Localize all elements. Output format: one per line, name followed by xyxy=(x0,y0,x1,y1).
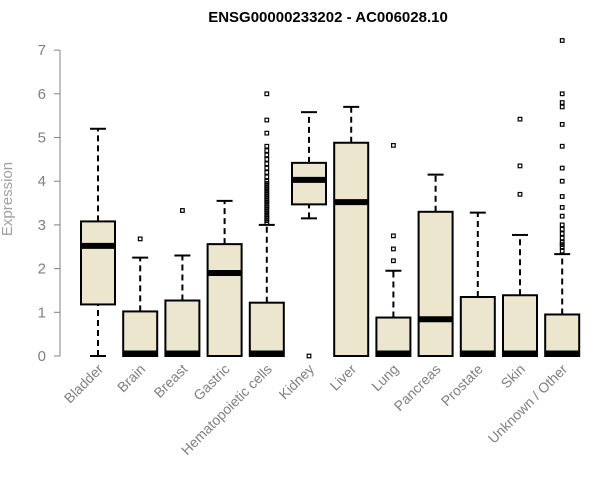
outlier-point xyxy=(559,38,565,43)
box-rect xyxy=(333,141,370,357)
outlier-point xyxy=(264,174,270,180)
box-hematopoietic-cells xyxy=(248,91,285,358)
box-rect xyxy=(502,294,538,358)
x-tick-label: Prostate xyxy=(438,361,486,409)
outlier-point xyxy=(559,239,565,245)
box-unknown-other xyxy=(544,38,581,357)
y-tick-label: 7 xyxy=(38,42,46,59)
x-tick-label: Lung xyxy=(368,361,401,394)
outlier-point xyxy=(559,248,565,254)
outlier-point xyxy=(391,233,396,239)
y-tick-label: 3 xyxy=(38,217,46,234)
box-liver xyxy=(333,105,370,357)
x-tick-label: Liver xyxy=(327,361,360,394)
boxes-layer xyxy=(80,38,581,359)
outlier-point xyxy=(559,194,565,199)
box-rect xyxy=(122,310,159,357)
y-axis-label: Expression xyxy=(0,162,16,236)
box-rect xyxy=(206,243,243,357)
outlier-point xyxy=(559,222,565,228)
outlier-point xyxy=(264,165,270,171)
y-axis: 0 1 2 3 4 5 6 7 xyxy=(38,42,61,365)
y-tick-label: 5 xyxy=(38,130,46,147)
x-tick-label: Bladder xyxy=(61,361,107,407)
outlier-point xyxy=(559,226,565,232)
outlier-point xyxy=(264,152,270,158)
box-pancreas xyxy=(417,173,454,357)
box-rect xyxy=(417,210,454,357)
box-breast xyxy=(164,208,201,358)
x-tick-label: Kidney xyxy=(276,361,318,403)
x-tick-label: Brain xyxy=(114,361,148,395)
y-tick-label: 1 xyxy=(38,304,46,321)
outlier-point xyxy=(517,116,523,122)
box-skin xyxy=(502,116,538,358)
outlier-point xyxy=(559,205,565,210)
outlier-point xyxy=(559,235,565,241)
box-rect xyxy=(375,316,412,357)
outlier-point xyxy=(264,178,270,184)
box-rect xyxy=(80,220,116,306)
box-rect xyxy=(164,299,201,358)
outlier-point xyxy=(264,170,270,175)
x-tick-label: Pancreas xyxy=(391,361,444,414)
outlier-point xyxy=(264,143,270,149)
outlier-point xyxy=(264,91,270,97)
outlier-point xyxy=(517,163,523,169)
y-tick-label: 6 xyxy=(38,86,46,103)
x-tick-label: Unknown / Other xyxy=(485,361,571,447)
outlier-point xyxy=(306,353,312,359)
outlier-point xyxy=(559,91,565,97)
outlier-point xyxy=(559,100,565,105)
outlier-point xyxy=(559,104,565,110)
y-tick-label: 0 xyxy=(38,348,46,365)
box-rect xyxy=(248,301,285,358)
outlier-point xyxy=(264,148,270,154)
outlier-point xyxy=(264,156,270,162)
box-rect xyxy=(544,313,581,357)
x-tick-label: Skin xyxy=(498,361,529,392)
outlier-point xyxy=(559,178,565,184)
outlier-point xyxy=(517,191,523,197)
box-lung xyxy=(375,142,412,357)
outlier-point xyxy=(391,258,396,264)
box-rect xyxy=(291,161,327,206)
outlier-point xyxy=(180,208,185,213)
outlier-point xyxy=(559,165,565,171)
box-gastric xyxy=(206,199,243,357)
x-tick-label: Breast xyxy=(151,361,191,401)
outlier-point xyxy=(391,142,396,148)
outlier-point xyxy=(264,130,270,136)
outlier-point xyxy=(559,231,565,237)
box-kidney xyxy=(291,111,327,359)
outlier-point xyxy=(559,121,565,127)
box-bladder xyxy=(80,127,116,357)
outlier-point xyxy=(559,143,565,149)
outlier-point xyxy=(391,246,396,252)
outlier-point xyxy=(264,161,270,167)
y-tick-label: 2 xyxy=(38,261,46,278)
outlier-point xyxy=(137,236,143,242)
box-rect xyxy=(459,296,496,357)
outlier-point xyxy=(264,117,270,123)
box-brain xyxy=(122,236,159,357)
y-tick-label: 4 xyxy=(38,173,46,190)
box-prostate xyxy=(459,211,496,357)
outlier-point xyxy=(559,213,565,219)
chart-title: ENSG00000233202 - AC006028.10 xyxy=(208,9,448,26)
